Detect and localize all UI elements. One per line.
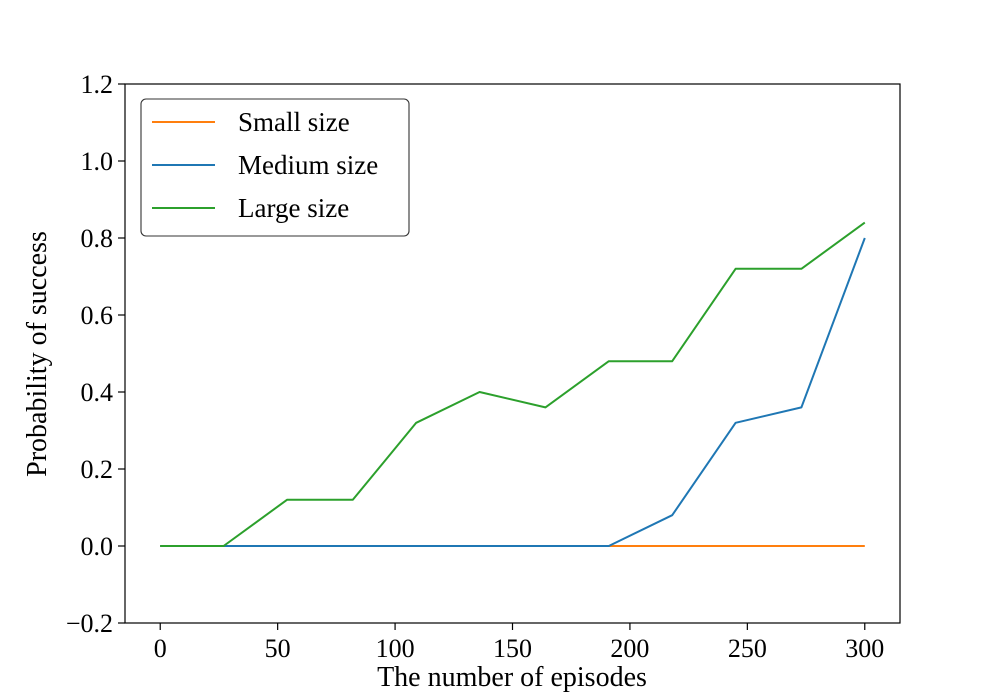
- legend: Small size Medium size Large size: [140, 98, 410, 237]
- ticks-layer: 0 50 100 150 200 250 300 −0.2 0.0 0.2 0.4 0.6 0.8 1.0…: [66, 70, 884, 663]
- x-tick-label: 250: [728, 634, 767, 663]
- x-tick-label: 150: [493, 634, 532, 663]
- y-axis-label: Probability of success: [22, 231, 53, 477]
- legend-box: [140, 98, 410, 237]
- legend-label: Small size: [238, 107, 350, 137]
- series-layer: [160, 221, 866, 547]
- y-tick-label: 0.2: [81, 455, 114, 484]
- legend-label: Large size: [238, 193, 349, 223]
- y-tick-label: 0.6: [81, 301, 114, 330]
- series-line-medium-size: [160, 237, 866, 547]
- x-axis-label: The number of episodes: [377, 662, 647, 693]
- y-tick-label: 0.4: [81, 378, 114, 407]
- x-tick-label: 100: [376, 634, 415, 663]
- x-tick-label: 300: [845, 634, 884, 663]
- y-tick-label: 0.0: [81, 532, 114, 561]
- series-line-large-size: [160, 221, 866, 547]
- y-tick-label: 1.0: [81, 147, 114, 176]
- x-tick-label: 50: [265, 634, 291, 663]
- plot-frame: [124, 83, 901, 624]
- x-tick-label: 0: [154, 634, 167, 663]
- y-tick-label: 1.2: [81, 70, 114, 99]
- legend-label: Medium size: [238, 150, 378, 180]
- y-tick-label: 0.8: [81, 224, 114, 253]
- y-tick-label: −0.2: [66, 609, 113, 638]
- x-tick-label: 200: [610, 634, 649, 663]
